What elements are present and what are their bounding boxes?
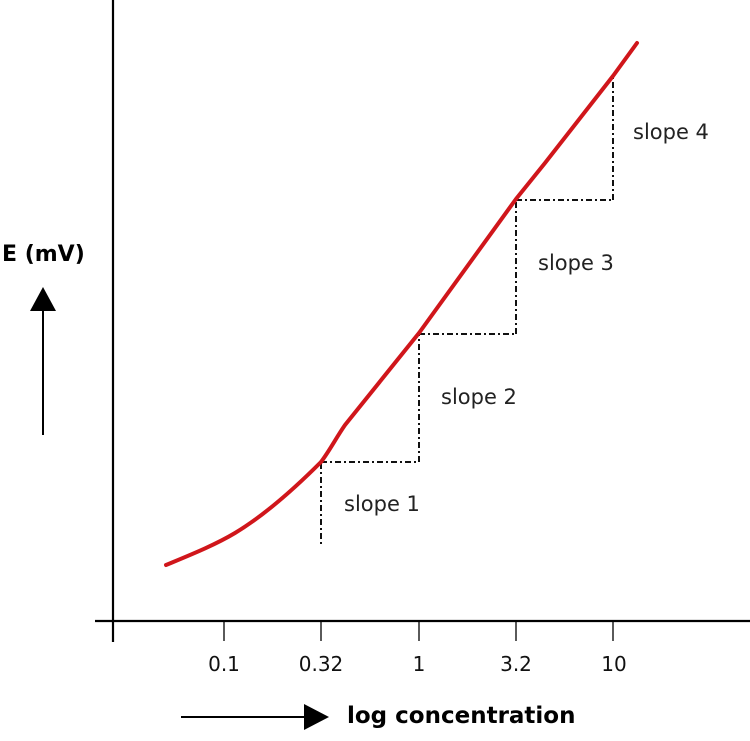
response-curve <box>164 41 639 567</box>
x-tick-label-1: 0.32 <box>298 652 344 676</box>
x-axis-title: log concentration <box>347 703 576 729</box>
slope-3-label: slope 3 <box>538 251 614 275</box>
x-tick-label-0: 0.1 <box>208 652 240 676</box>
slope-1-label: slope 1 <box>344 492 420 516</box>
slope-4-label: slope 4 <box>633 120 709 144</box>
x-tick-label-4: 10 <box>601 652 627 676</box>
x-arrow-head-icon <box>304 704 329 730</box>
y-axis-title: E (mV) <box>2 242 85 267</box>
x-tick-label-3: 3.2 <box>500 652 532 676</box>
slope-2-label: slope 2 <box>441 385 517 409</box>
x-tick-label-2: 1 <box>412 652 426 676</box>
x-ticks <box>223 621 614 641</box>
y-arrow-head-icon <box>30 287 56 311</box>
slope-step-lines <box>320 76 614 546</box>
